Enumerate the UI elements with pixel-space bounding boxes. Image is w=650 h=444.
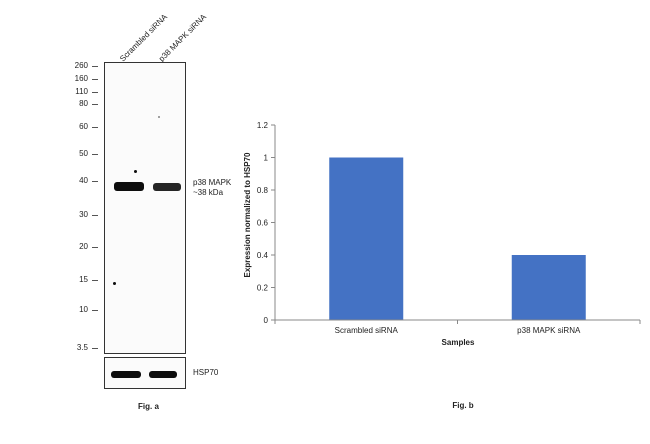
figure-a-caption: Fig. a bbox=[138, 402, 159, 411]
bars bbox=[329, 157, 586, 320]
mw-marker-label: 15 bbox=[79, 275, 88, 284]
mw-marker-label: 50 bbox=[79, 149, 88, 158]
band-hsp70-sirna bbox=[149, 371, 177, 378]
mw-marker-label: 60 bbox=[79, 122, 88, 131]
mw-marker-tick bbox=[92, 66, 98, 67]
y-tick-label: 0 bbox=[264, 316, 269, 325]
y-tick-label: 0.8 bbox=[257, 186, 269, 195]
x-tick-label: Scrambled siRNA bbox=[335, 326, 399, 335]
blot-speck bbox=[134, 170, 137, 173]
mw-marker-tick bbox=[92, 247, 98, 248]
mw-marker-tick bbox=[92, 92, 98, 93]
band-p38-scrambled bbox=[114, 182, 144, 191]
mw-marker-label: 3.5 bbox=[76, 343, 88, 352]
x-tick-label: p38 MAPK siRNA bbox=[517, 326, 581, 335]
mw-marker-label: 20 bbox=[79, 242, 88, 251]
x-axis-label: Samples bbox=[442, 338, 475, 347]
mw-marker-label: 80 bbox=[79, 99, 88, 108]
mw-marker-tick bbox=[92, 181, 98, 182]
mw-marker-label: 10 bbox=[79, 305, 88, 314]
mw-marker-tick bbox=[92, 154, 98, 155]
x-axis: Scrambled siRNA p38 MAPK siRNA bbox=[274, 319, 641, 335]
y-axis-label: Expression normalized to HSP70 bbox=[243, 152, 252, 277]
y-tick-label: 0.2 bbox=[257, 284, 269, 293]
target-label-name: p38 MAPK bbox=[193, 178, 232, 187]
mw-marker-tick bbox=[92, 79, 98, 80]
y-tick-label: 1.2 bbox=[257, 121, 269, 130]
band-hsp70-scrambled bbox=[111, 371, 141, 378]
mw-marker-tick bbox=[92, 280, 98, 281]
mw-marker-label: 30 bbox=[79, 210, 88, 219]
band-p38-sirna bbox=[153, 183, 181, 191]
mw-marker-tick bbox=[92, 127, 98, 128]
mw-marker-label: 260 bbox=[74, 61, 88, 70]
bar bbox=[511, 255, 586, 320]
y-axis: 0 0.2 0.4 0.6 0.8 1 1.2 bbox=[257, 121, 276, 325]
blot-main-membrane bbox=[104, 62, 186, 354]
mw-marker-tick bbox=[92, 215, 98, 216]
mw-marker-label: 40 bbox=[79, 176, 88, 185]
mw-marker-tick bbox=[92, 104, 98, 105]
loading-control-label: HSP70 bbox=[193, 368, 219, 377]
y-tick-label: 0.4 bbox=[257, 251, 269, 260]
mw-marker-label: 110 bbox=[75, 87, 88, 96]
blot-speck bbox=[158, 116, 160, 118]
mw-marker-tick bbox=[92, 310, 98, 311]
target-label-size: ~38 kDa bbox=[193, 188, 224, 197]
mw-marker-tick bbox=[92, 348, 98, 349]
mw-marker-label: 160 bbox=[74, 74, 88, 83]
y-tick-label: 1 bbox=[264, 154, 269, 163]
bar bbox=[329, 157, 404, 320]
figure-b-caption: Fig. b bbox=[452, 401, 473, 410]
y-tick-label: 0.6 bbox=[257, 219, 269, 228]
blot-hsp70-membrane bbox=[104, 357, 186, 389]
blot-speck bbox=[113, 282, 116, 285]
